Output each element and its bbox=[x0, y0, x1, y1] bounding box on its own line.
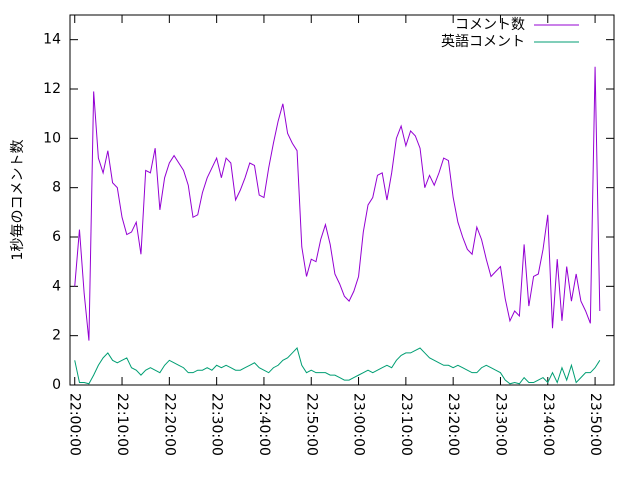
x-tick-label: 23:30:00 bbox=[492, 393, 508, 456]
x-tick-label: 23:40:00 bbox=[540, 393, 556, 456]
legend-label: コメント数 bbox=[455, 17, 525, 33]
y-tick-label: 6 bbox=[52, 229, 61, 245]
y-tick-label: 8 bbox=[52, 180, 61, 196]
y-tick-label: 4 bbox=[52, 278, 61, 294]
y-axis-label: 1秒毎のコメント数 bbox=[10, 140, 26, 261]
x-tick-label: 22:00:00 bbox=[67, 393, 83, 456]
x-tick-label: 23:00:00 bbox=[351, 393, 367, 456]
x-tick-label: 23:20:00 bbox=[445, 393, 461, 456]
y-tick-label: 14 bbox=[43, 32, 61, 48]
series-line bbox=[74, 66, 601, 341]
plot-border bbox=[69, 14, 615, 386]
x-tick-label: 22:10:00 bbox=[114, 393, 130, 456]
x-tick-label: 22:50:00 bbox=[303, 393, 319, 456]
y-tick-label: 2 bbox=[52, 328, 61, 344]
y-tick-label: 0 bbox=[52, 377, 61, 393]
x-tick-label: 23:50:00 bbox=[587, 393, 603, 456]
x-tick-label: 23:10:00 bbox=[398, 393, 414, 456]
x-tick-label: 22:40:00 bbox=[256, 393, 272, 456]
series-line bbox=[74, 347, 601, 385]
y-tick-label: 12 bbox=[43, 81, 61, 97]
legend-label: 英語コメント bbox=[441, 33, 525, 50]
x-tick-label: 22:20:00 bbox=[161, 393, 177, 456]
x-tick-label: 22:30:00 bbox=[209, 393, 225, 456]
y-tick-label: 10 bbox=[43, 130, 61, 146]
